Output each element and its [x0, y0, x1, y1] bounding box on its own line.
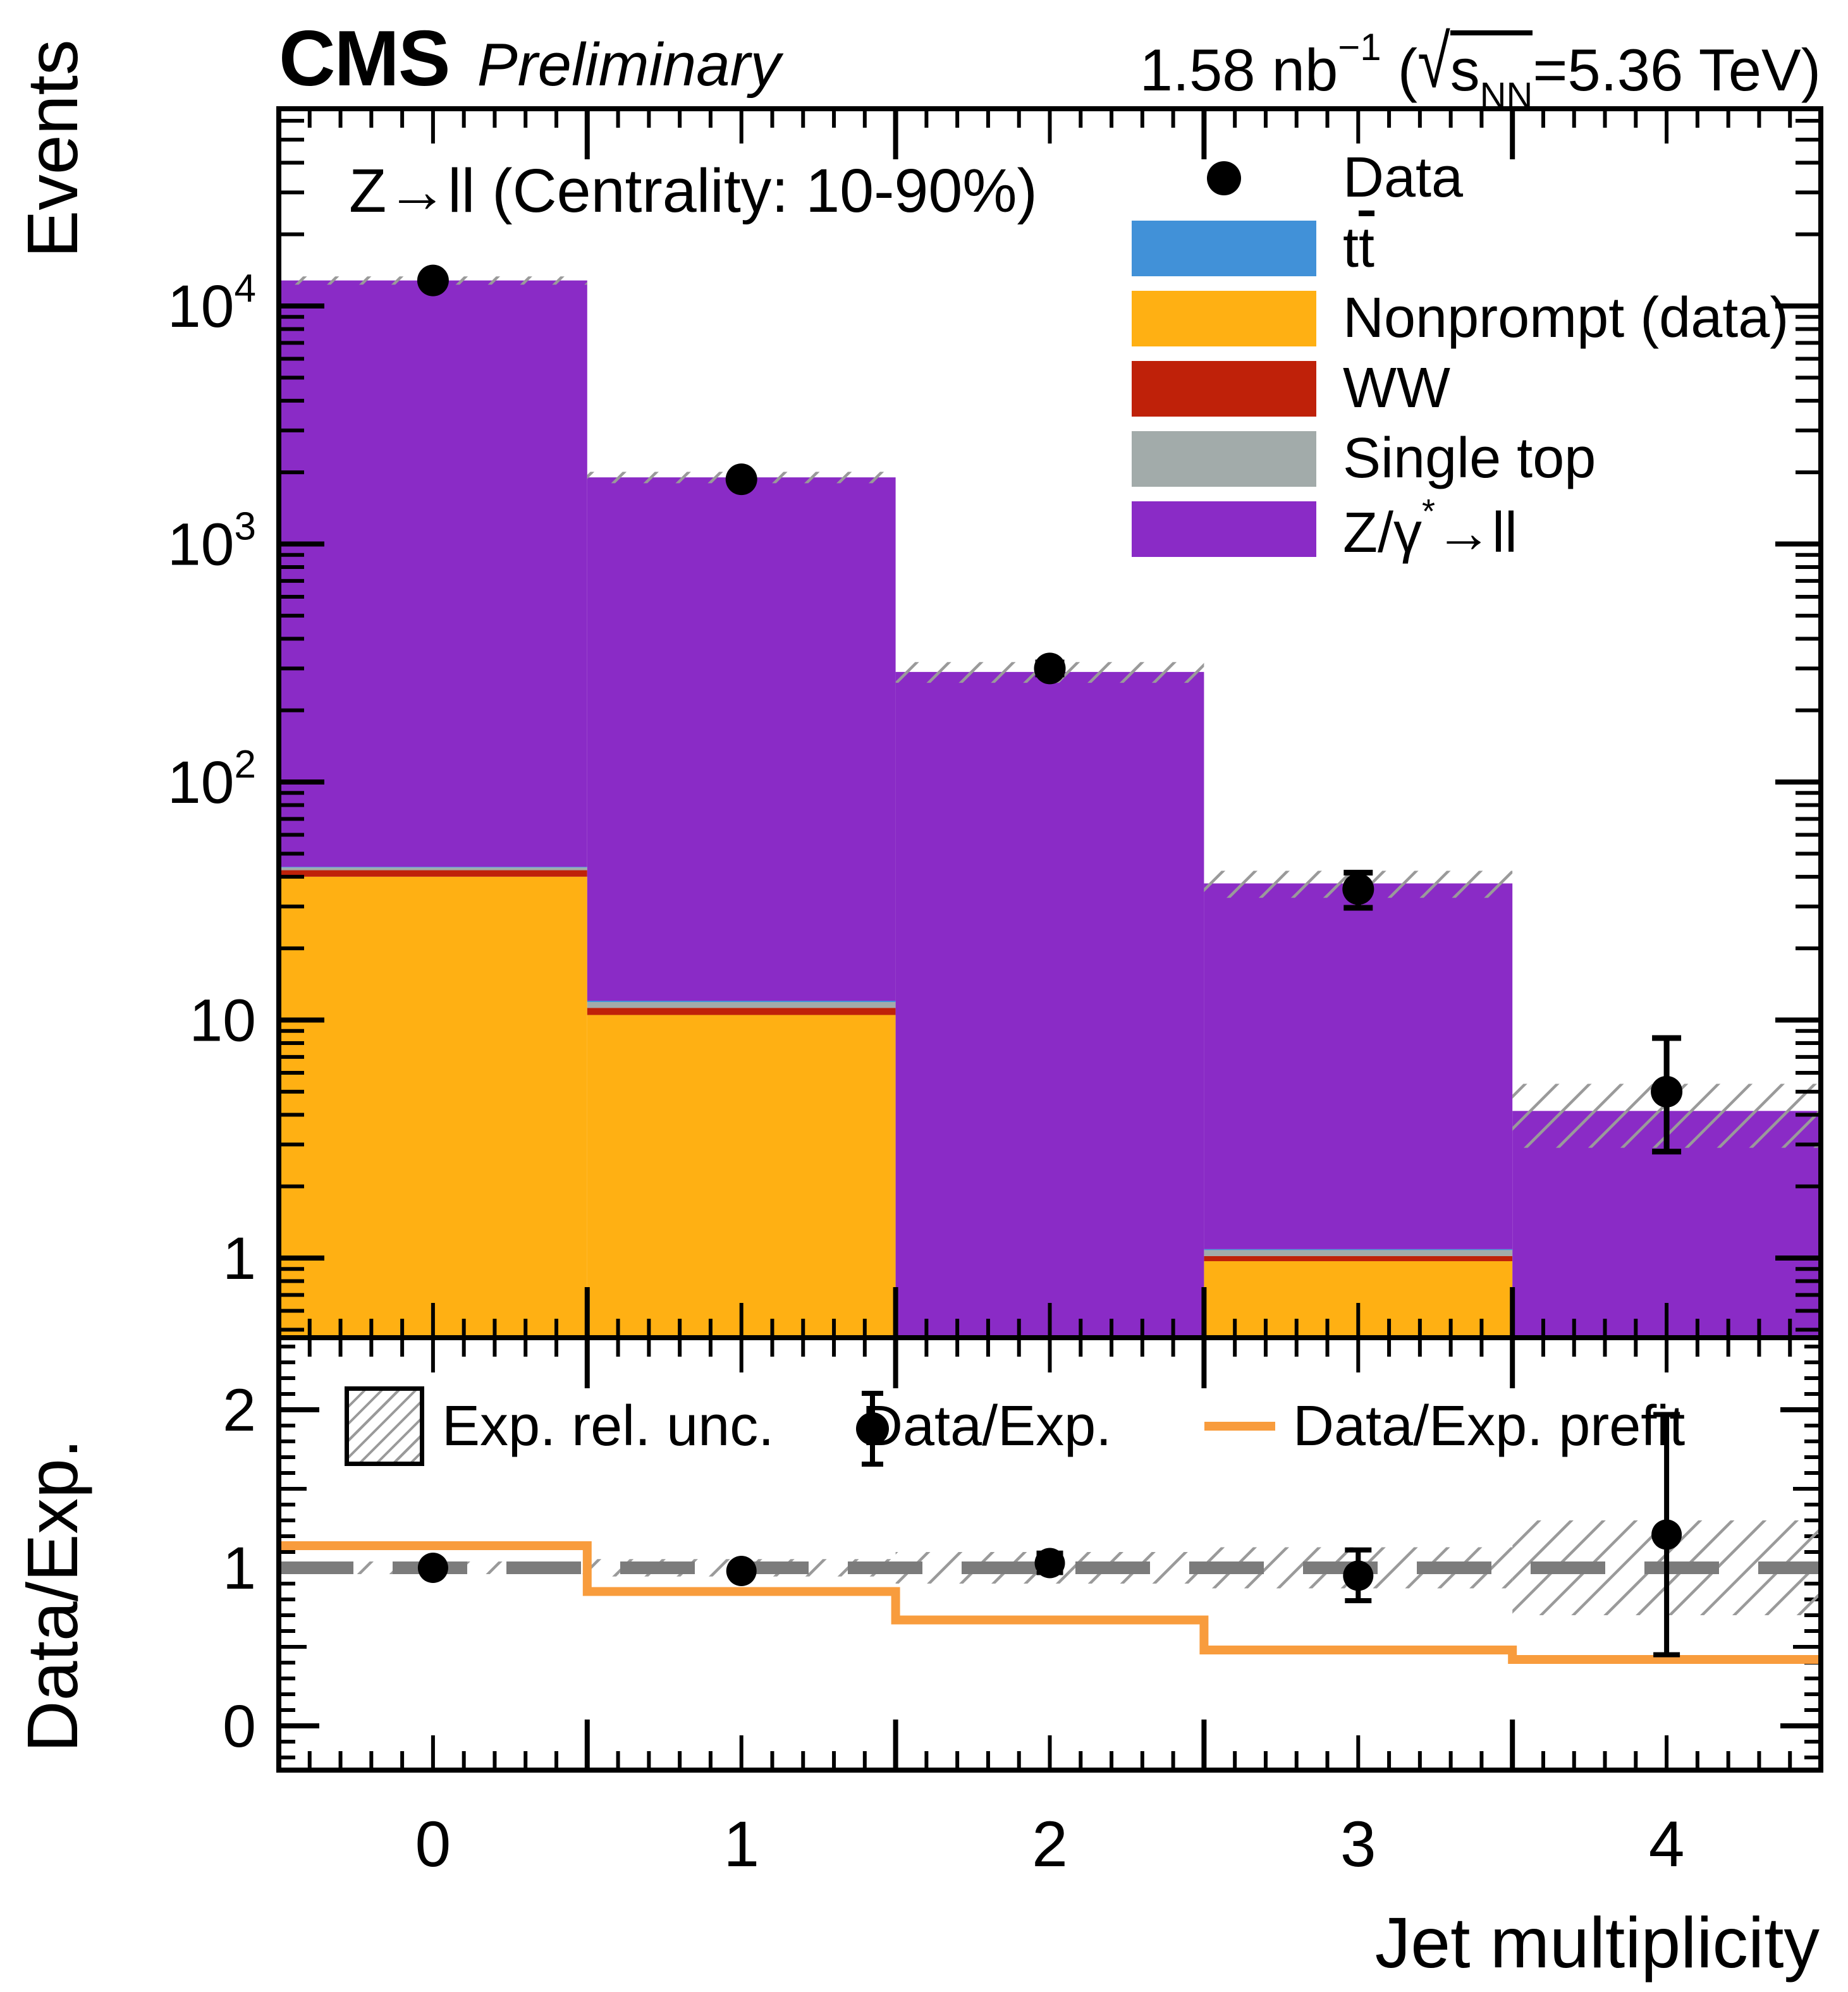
- legend-item-label: tt: [1343, 216, 1375, 279]
- data-point-icon: [1132, 150, 1316, 206]
- legend-item-label: Nonprompt (data): [1343, 286, 1789, 350]
- x-tick-label: 3: [1340, 1808, 1376, 1880]
- legend-item: Single top: [1132, 424, 1821, 494]
- main-panel: [279, 276, 1821, 1338]
- ttbar-swatch-icon: [1132, 220, 1316, 276]
- experiment-label: CMS: [279, 15, 451, 102]
- single_top-swatch-icon: [1132, 431, 1316, 487]
- ratio-legend-label: Data/Exp.: [862, 1394, 1112, 1458]
- ratio-y-tick-label: 1: [223, 1535, 256, 1602]
- ratio-data-point: [1343, 1560, 1374, 1591]
- main-y-axis-title: Events: [13, 39, 92, 258]
- legend-item-label: Data: [1343, 146, 1464, 209]
- histogram-bar-ww: [279, 870, 587, 877]
- histogram-bar-ttbar: [587, 1001, 896, 1003]
- sqrt-subscript: NN: [1479, 75, 1533, 116]
- data-point: [1651, 1075, 1683, 1108]
- axis-ticks: 1 10 102 103 104 0 1 2 0 1 2 3 4: [168, 109, 1823, 1880]
- ratio-data-point: [1034, 1548, 1065, 1579]
- data-point: [1034, 652, 1066, 685]
- legend-item-label: Z/γ*→ll: [1343, 492, 1517, 565]
- lumi-energy-label: 1.58 nb−1 (√sNN=5.36 TeV): [1139, 20, 1821, 117]
- histogram-bar-zll: [1204, 883, 1513, 1249]
- ratio-legend-item-data: Data/Exp.: [850, 1388, 1112, 1467]
- histogram-bar-zll: [587, 477, 896, 1001]
- ratio-data-point: [417, 1553, 448, 1583]
- lumi-exponent: −1: [1338, 26, 1381, 68]
- ratio-y-axis-title: Data/Exp.: [13, 1438, 92, 1752]
- ratio-legend: Exp. rel. unc. Data/Exp. Data/Exp. prefi…: [345, 1386, 1799, 1467]
- y-tick-label: 102: [168, 743, 256, 816]
- ratio-legend-item-prefit: Data/Exp. prefit: [1204, 1388, 1685, 1464]
- histogram-bar-nonprompt: [279, 876, 587, 1338]
- nonprompt-swatch-icon: [1132, 290, 1316, 346]
- energy-value: =5.36 TeV): [1533, 37, 1821, 103]
- histogram-bar-zll: [279, 280, 587, 867]
- ratio-y-tick-label: 2: [223, 1377, 256, 1444]
- x-axis-title: Jet multiplicity: [1374, 1903, 1820, 1983]
- histogram-bar-single_top: [1204, 1250, 1513, 1256]
- histogram-bar-nonprompt: [587, 1015, 896, 1338]
- y-tick-label: 1: [223, 1225, 256, 1292]
- paren-open: (: [1397, 37, 1418, 103]
- ratio-y-tick-label: 0: [223, 1693, 256, 1760]
- zll-swatch-icon: [1132, 501, 1316, 557]
- legend-item: tt: [1132, 213, 1821, 283]
- histogram-bar-ww: [587, 1008, 896, 1015]
- header-left: CMS Preliminary: [279, 14, 781, 104]
- uncertainty-band-icon: [345, 1386, 424, 1466]
- histogram-bar-single_top: [587, 1002, 896, 1008]
- data-point: [725, 463, 757, 496]
- legend-item-label: WW: [1343, 357, 1450, 420]
- legend-item: Nonprompt (data): [1132, 283, 1821, 353]
- ratio-panel: [279, 1412, 1821, 1664]
- ratio-legend-item-unc: Exp. rel. unc.: [345, 1386, 774, 1466]
- main-legend: Data tt Nonprompt (data) WW Single top Z/γ*→l…: [1132, 143, 1821, 565]
- ratio-legend-label: Exp. rel. unc.: [442, 1394, 774, 1458]
- y-tick-label: 103: [168, 505, 256, 578]
- ww-swatch-icon: [1132, 360, 1316, 417]
- histogram-bar-single_top: [279, 867, 587, 871]
- legend-item-label: Single top: [1343, 427, 1596, 490]
- x-tick-label: 4: [1649, 1808, 1685, 1880]
- histogram-bar-ww: [1204, 1256, 1513, 1261]
- status-label: Preliminary: [477, 31, 781, 99]
- y-tick-label: 10: [189, 987, 256, 1054]
- ratio-data-point: [1651, 1519, 1682, 1550]
- lumi-value: 1.58 nb: [1139, 37, 1338, 103]
- legend-item: WW: [1132, 353, 1821, 424]
- x-tick-label: 0: [415, 1808, 451, 1880]
- x-tick-label: 1: [723, 1808, 759, 1880]
- data-marker-icon: [856, 1391, 889, 1467]
- sqrt-symbol: √: [1417, 20, 1450, 103]
- y-tick-label: 104: [168, 267, 256, 340]
- ratio-legend-label: Data/Exp. prefit: [1293, 1394, 1686, 1458]
- data-point: [1342, 873, 1374, 905]
- main-data-points: [417, 264, 1683, 1155]
- channel-annotation: Z→ll (Centrality: 10-90%): [349, 156, 1037, 225]
- prefit-line: [279, 1541, 1821, 1664]
- histogram-bar-ttbar: [1204, 1249, 1513, 1250]
- ratio-frame: [276, 1335, 1823, 1773]
- sqrt-argument: sNN: [1450, 30, 1533, 116]
- x-tick-label: 2: [1032, 1808, 1068, 1880]
- data-point: [417, 264, 449, 296]
- legend-item: Z/γ*→ll: [1132, 492, 1821, 565]
- legend-item: Data: [1132, 143, 1821, 213]
- ratio-data-point: [726, 1556, 757, 1586]
- histogram-bar-zll: [895, 671, 1204, 1338]
- prefit-line-icon: [1204, 1422, 1275, 1431]
